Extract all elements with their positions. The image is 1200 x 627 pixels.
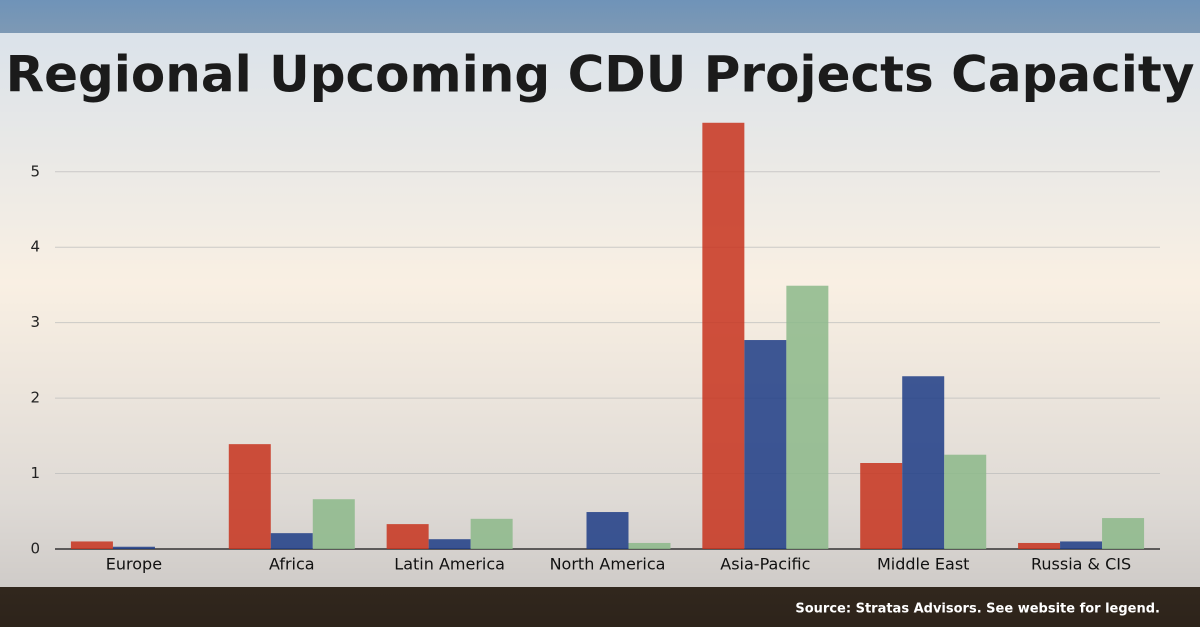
- bar: [270, 533, 313, 549]
- y-tick-label: 0: [30, 540, 40, 558]
- bar: [744, 340, 787, 549]
- bar: [902, 376, 945, 549]
- chart-title: Regional Upcoming CDU Projects Capacity: [6, 46, 1195, 104]
- y-tick-label: 5: [30, 162, 40, 180]
- bottom-strip: [0, 587, 1200, 627]
- x-tick-label: Latin America: [394, 555, 505, 574]
- bar: [312, 499, 355, 549]
- bar: [70, 541, 113, 549]
- bar: [228, 444, 271, 549]
- y-tick-label: 3: [30, 313, 40, 331]
- bar: [1060, 541, 1103, 549]
- bar: [628, 542, 671, 549]
- bar: [386, 524, 429, 549]
- panel: [0, 33, 1200, 587]
- bar: [786, 285, 829, 549]
- bar: [470, 518, 513, 549]
- bar: [1102, 518, 1145, 549]
- bar: [702, 122, 745, 550]
- y-tick-label: 1: [30, 464, 40, 482]
- source-note: Source: Stratas Advisors. See website fo…: [795, 602, 1160, 617]
- y-tick-label: 4: [30, 238, 40, 256]
- x-tick-label: North America: [550, 555, 666, 574]
- bar: [1018, 542, 1061, 549]
- x-tick-label: Middle East: [877, 555, 969, 574]
- x-tick-label: Asia-Pacific: [720, 555, 810, 574]
- bar: [586, 512, 629, 549]
- x-tick-label: Russia & CIS: [1031, 555, 1131, 574]
- bar: [428, 539, 471, 549]
- bar: [944, 454, 987, 549]
- x-tick-label: Africa: [269, 555, 315, 574]
- y-tick-label: 2: [30, 389, 40, 407]
- x-tick-label: Europe: [106, 555, 162, 574]
- bar: [112, 546, 155, 549]
- bar: [860, 463, 903, 549]
